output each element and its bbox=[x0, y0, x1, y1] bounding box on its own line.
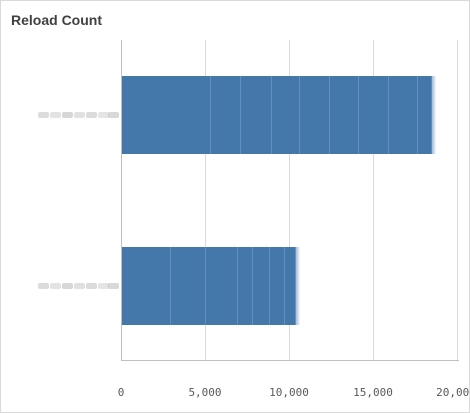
category-label-1-blur-3 bbox=[74, 283, 85, 289]
bar-1-edge-2 bbox=[296, 247, 298, 325]
x-tick-label-2: 10,000 bbox=[269, 386, 309, 399]
category-label-1-blur-0 bbox=[38, 283, 49, 289]
bar-0-edge-1 bbox=[431, 76, 433, 154]
x-tick-label-4: 20,000 bbox=[436, 386, 470, 399]
category-label-0-blur-0 bbox=[38, 112, 49, 118]
x-tick-label-0: 0 bbox=[118, 386, 125, 399]
x-tick-label-3: 15,000 bbox=[353, 386, 393, 399]
bar-1-edge-3 bbox=[297, 247, 299, 325]
bar-0[interactable] bbox=[121, 76, 432, 154]
bar-0-edge-2 bbox=[432, 76, 434, 154]
chart-title: Reload Count bbox=[11, 12, 102, 28]
category-label-1-blur-5 bbox=[98, 283, 109, 289]
category-label-0-blur-3 bbox=[74, 112, 85, 118]
category-label-0-blur-2 bbox=[62, 112, 73, 118]
category-label-0-blur-5 bbox=[98, 112, 109, 118]
category-label-1-blur-2 bbox=[62, 283, 73, 289]
axis-labels: 0 5,000 10,000 15,000 20,000 bbox=[38, 112, 470, 399]
bar-group-1[interactable] bbox=[121, 247, 300, 325]
bars bbox=[121, 76, 436, 325]
category-label-0-blur-1 bbox=[50, 112, 61, 118]
bar-0-edge-3 bbox=[433, 76, 435, 154]
bar-0-edge-4 bbox=[434, 76, 436, 154]
category-label-1-blur-1 bbox=[50, 283, 61, 289]
category-label-1-blur-4 bbox=[86, 283, 97, 289]
bar-group-0[interactable] bbox=[121, 76, 436, 154]
category-label-1 bbox=[38, 283, 119, 289]
bar-1-edge-1 bbox=[295, 247, 297, 325]
bar-1-edge-4 bbox=[298, 247, 300, 325]
category-label-1-blur-6 bbox=[108, 283, 119, 289]
axes bbox=[121, 40, 459, 361]
category-label-0-blur-4 bbox=[86, 112, 97, 118]
x-tick-label-1: 5,000 bbox=[188, 386, 221, 399]
bar-1[interactable] bbox=[121, 247, 296, 325]
category-label-0-blur-6 bbox=[108, 112, 119, 118]
category-label-0 bbox=[38, 112, 119, 118]
